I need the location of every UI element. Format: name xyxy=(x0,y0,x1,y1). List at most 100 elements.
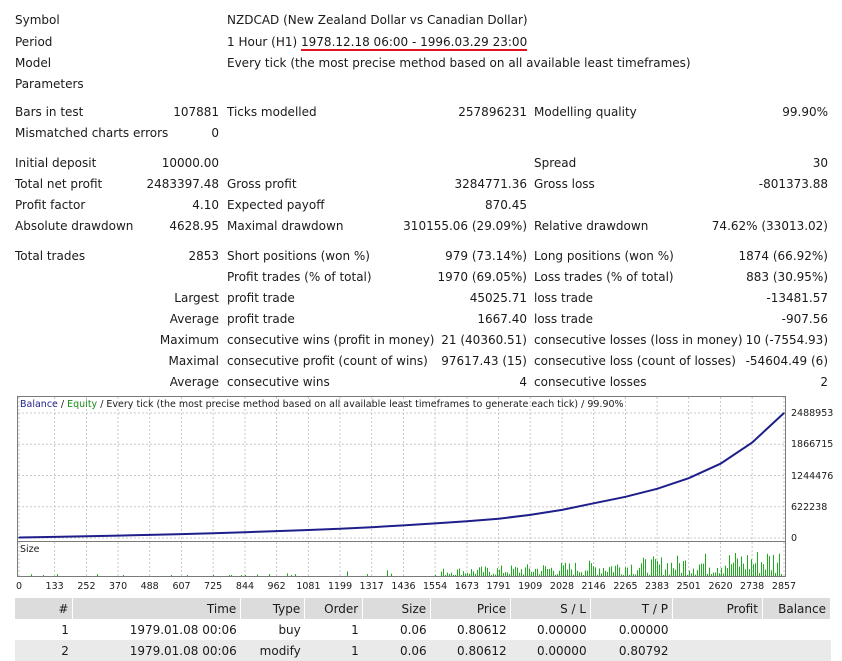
size-bar xyxy=(515,566,516,576)
size-bar xyxy=(649,575,650,576)
col-size[interactable]: Size xyxy=(362,598,432,619)
cell-number: 2 xyxy=(15,640,73,661)
table-row[interactable]: 1 1979.01.08 00:06 buy 1 0.06 0.80612 0.… xyxy=(15,619,831,640)
size-bar xyxy=(589,560,590,576)
spread-label: Spread xyxy=(534,156,577,170)
col-profit[interactable]: Profit xyxy=(672,598,763,619)
average-loss-trade-label: loss trade xyxy=(534,312,593,326)
size-bar xyxy=(671,562,672,576)
col-sl[interactable]: S / L xyxy=(510,598,592,619)
cell-number: 1 xyxy=(61,622,69,637)
size-bar xyxy=(551,567,552,576)
x-tick-label: 2383 xyxy=(644,581,670,592)
size-bar xyxy=(501,565,502,576)
size-bar xyxy=(771,570,772,576)
absolute-drawdown-label: Absolute drawdown xyxy=(15,219,134,233)
size-bar xyxy=(759,573,760,576)
symbol-label: Symbol xyxy=(15,13,60,27)
size-bar xyxy=(567,569,568,576)
size-bar xyxy=(241,575,242,576)
size-bar xyxy=(703,563,704,576)
size-bar xyxy=(31,574,32,576)
size-bar xyxy=(391,573,392,576)
y-tick-label: 622238 xyxy=(791,501,828,513)
cell-sl: 0.00000 xyxy=(510,640,591,661)
size-bar xyxy=(645,559,646,576)
size-bar xyxy=(445,575,446,576)
size-bar xyxy=(535,568,536,576)
size-bar xyxy=(707,573,708,576)
size-bar xyxy=(669,574,670,576)
mismatched-label: Mismatched charts errors xyxy=(15,126,169,140)
long-positions-value: 1874 (66.92%) xyxy=(738,249,828,263)
col-order[interactable]: Order xyxy=(304,598,364,619)
size-bar xyxy=(571,569,572,576)
balance-point xyxy=(687,477,690,480)
cell-tp: 0.00000 xyxy=(618,622,669,637)
size-bar xyxy=(603,568,604,576)
size-bar xyxy=(675,569,676,576)
cell-profit xyxy=(672,640,763,661)
col-balance[interactable]: Balance xyxy=(762,598,832,619)
size-bar xyxy=(507,572,508,576)
size-bar xyxy=(667,563,668,576)
size-bar xyxy=(601,573,602,576)
balance-point xyxy=(339,527,341,530)
legend-description: / Every tick (the most precise method ba… xyxy=(97,399,624,410)
col-number[interactable]: # xyxy=(15,598,74,619)
cell-price: 0.80612 xyxy=(430,640,511,661)
size-bar xyxy=(585,570,586,576)
col-type[interactable]: Type xyxy=(240,598,306,619)
size-bar xyxy=(519,572,520,576)
size-bar xyxy=(659,564,660,576)
balance-point xyxy=(783,412,785,414)
size-bar xyxy=(683,561,684,576)
table-row[interactable]: 2 1979.01.08 00:06 modify 1 0.06 0.80612… xyxy=(15,640,831,661)
average-consec-losses-label: consecutive losses xyxy=(534,375,647,389)
size-bar xyxy=(761,562,762,576)
col-tp[interactable]: T / P xyxy=(590,598,674,619)
col-time[interactable]: Time xyxy=(72,598,242,619)
size-bar xyxy=(591,563,592,576)
balance-point xyxy=(656,487,658,490)
x-tick-label: 2501 xyxy=(676,581,701,592)
cell-tp: 0.80792 xyxy=(590,640,673,661)
size-bar xyxy=(635,574,636,576)
size-bar xyxy=(487,567,488,576)
size-bar xyxy=(775,572,776,576)
size-bar xyxy=(609,567,610,576)
profit-factor-label: Profit factor xyxy=(15,198,86,212)
size-bar xyxy=(695,574,696,576)
max-consec-wins-value: 21 (40360.51) xyxy=(441,333,527,347)
size-bar xyxy=(625,567,626,576)
size-bar xyxy=(505,572,506,576)
x-tick-label: 1436 xyxy=(391,581,416,592)
col-price[interactable]: Price xyxy=(430,598,512,619)
size-bar xyxy=(711,574,712,576)
relative-drawdown-value: 74.62% (33013.02) xyxy=(711,219,828,233)
bars-in-test-value: 107881 xyxy=(173,105,219,119)
x-tick-label: 1317 xyxy=(359,581,384,592)
average-consec-wins-label: consecutive wins xyxy=(227,375,330,389)
legend-equity: Equity xyxy=(67,399,98,410)
size-bar xyxy=(523,574,524,576)
size-bar xyxy=(347,571,348,576)
size-bar xyxy=(721,567,722,576)
size-bar xyxy=(187,575,188,576)
size-bar xyxy=(213,575,214,576)
x-tick-label: 2738 xyxy=(740,581,765,592)
cell-profit xyxy=(673,619,763,640)
size-bar xyxy=(559,570,560,576)
x-tick-label: 2620 xyxy=(708,581,733,592)
average-loss-trade-value: -907.56 xyxy=(781,312,828,326)
size-bar xyxy=(739,566,740,576)
size-bar xyxy=(735,552,736,576)
size-bar xyxy=(531,571,532,576)
size-bar xyxy=(637,570,638,576)
bars-in-test-label: Bars in test xyxy=(15,105,84,119)
cell-order: 1 xyxy=(304,640,363,661)
size-bar xyxy=(629,575,630,576)
size-bar xyxy=(641,563,642,576)
size-bar xyxy=(717,567,718,576)
ticks-modelled-label: Ticks modelled xyxy=(227,105,317,119)
